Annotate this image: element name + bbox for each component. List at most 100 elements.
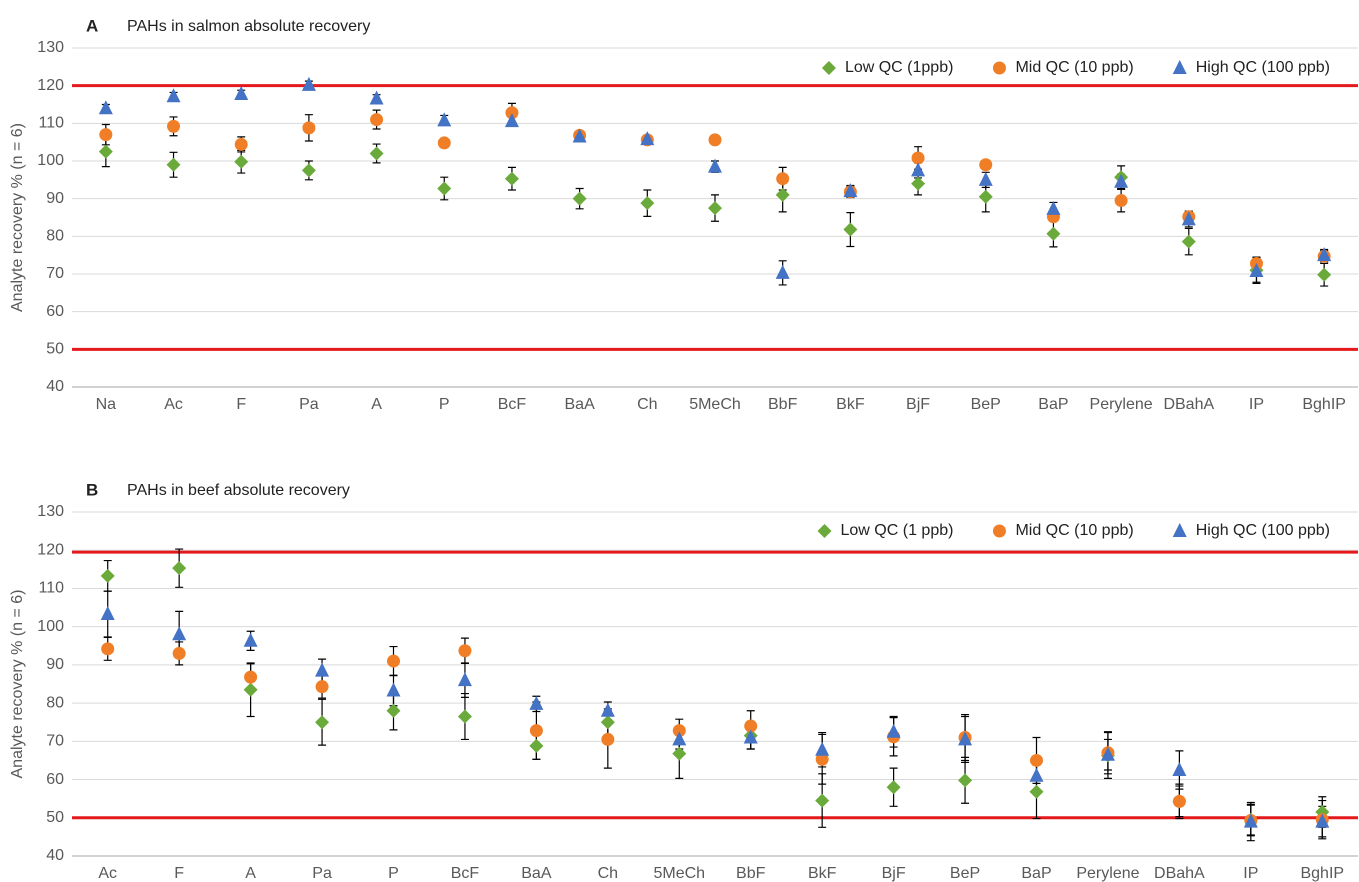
x-tick-label: Pa: [299, 396, 319, 413]
x-tick-label: 5MeCh: [689, 396, 741, 413]
marker: [776, 172, 790, 186]
y-tick-label: 80: [46, 228, 64, 245]
x-tick-label: BaP: [1021, 865, 1051, 882]
marker: [437, 181, 452, 196]
marker: [708, 201, 722, 216]
marker: [529, 724, 543, 738]
marker: [640, 196, 655, 211]
marker: [437, 136, 451, 150]
marker: [708, 158, 722, 173]
marker: [167, 119, 181, 133]
marker: [100, 606, 115, 621]
marker: [1181, 234, 1196, 249]
legend-marker: [817, 524, 832, 538]
marker: [172, 561, 187, 576]
marker: [437, 112, 452, 127]
x-tick-label: BkF: [836, 396, 865, 413]
marker: [1030, 753, 1043, 767]
legend-label: High QC (100 ppb): [1196, 59, 1330, 76]
x-tick-label: Ch: [637, 396, 657, 413]
legend-marker: [992, 524, 1006, 538]
marker: [1172, 794, 1186, 808]
x-tick-label: Perylene: [1076, 865, 1139, 882]
marker: [370, 113, 384, 127]
marker: [911, 162, 926, 177]
legend-label: Low QC (1 ppb): [841, 522, 954, 539]
marker: [99, 128, 113, 142]
y-tick-label: 120: [37, 77, 64, 94]
marker: [315, 662, 330, 677]
x-tick-label: DBahA: [1163, 396, 1214, 413]
x-tick-label: BghIP: [1302, 396, 1346, 413]
x-tick-label: DBahA: [1154, 865, 1205, 882]
x-tick-label: BkF: [808, 865, 837, 882]
legend-marker: [992, 61, 1006, 75]
y-tick-label: 110: [38, 580, 64, 597]
marker: [504, 171, 519, 186]
marker: [98, 144, 113, 159]
legend-label: Mid QC (10 ppb): [1015, 59, 1133, 76]
marker: [387, 654, 400, 668]
marker: [815, 752, 829, 766]
y-tick-label: 110: [38, 115, 64, 132]
x-tick-label: BjF: [906, 396, 930, 413]
marker: [369, 146, 384, 161]
y-tick-label: 130: [37, 39, 64, 56]
marker: [601, 732, 615, 746]
y-axis-label: Analyte recovery % (n = 6): [9, 123, 26, 312]
marker: [958, 731, 973, 746]
marker: [1172, 762, 1187, 776]
legend-marker: [1172, 60, 1187, 74]
x-tick-label: BghIP: [1300, 865, 1344, 882]
marker: [315, 715, 330, 730]
marker: [386, 682, 401, 697]
marker: [672, 731, 687, 746]
marker: [911, 176, 926, 191]
x-tick-label: IP: [1249, 396, 1264, 413]
y-tick-label: 100: [37, 152, 64, 169]
marker: [172, 646, 186, 660]
marker: [978, 189, 993, 204]
marker: [640, 131, 655, 146]
x-tick-label: IP: [1243, 865, 1258, 882]
x-tick-label: Ac: [98, 865, 117, 882]
legend-marker: [1172, 523, 1187, 537]
marker: [1243, 813, 1258, 828]
marker: [100, 568, 115, 583]
marker: [743, 729, 758, 744]
marker: [234, 137, 248, 151]
marker: [1046, 200, 1061, 215]
marker: [815, 793, 830, 808]
marker: [843, 183, 858, 198]
legend-marker: [821, 61, 836, 75]
y-tick-label: 120: [37, 541, 64, 558]
marker: [234, 154, 249, 169]
x-tick-label: BjF: [882, 865, 906, 882]
marker: [172, 626, 187, 641]
marker: [572, 191, 587, 206]
marker: [815, 741, 830, 756]
marker: [978, 171, 993, 186]
marker: [234, 85, 249, 100]
panel-label: B: [86, 480, 98, 499]
marker: [458, 644, 472, 658]
x-tick-label: BbF: [736, 865, 766, 882]
legend-label: High QC (100 ppb): [1196, 522, 1330, 539]
y-tick-label: 40: [46, 378, 64, 395]
y-tick-label: 70: [46, 733, 64, 750]
y-axis-label: Analyte recovery % (n = 6): [9, 590, 26, 779]
panel-label: A: [86, 16, 98, 35]
marker: [1317, 247, 1332, 262]
marker: [886, 780, 901, 795]
x-tick-label: Ac: [164, 396, 183, 413]
x-tick-label: BbF: [768, 396, 798, 413]
x-tick-label: Pa: [312, 865, 332, 882]
marker: [600, 715, 615, 730]
legend-label: Mid QC (10 ppb): [1015, 522, 1133, 539]
marker: [1029, 784, 1044, 799]
marker: [744, 719, 758, 733]
x-tick-label: BaA: [565, 396, 596, 413]
marker: [600, 702, 615, 717]
x-tick-label: BaP: [1038, 396, 1068, 413]
